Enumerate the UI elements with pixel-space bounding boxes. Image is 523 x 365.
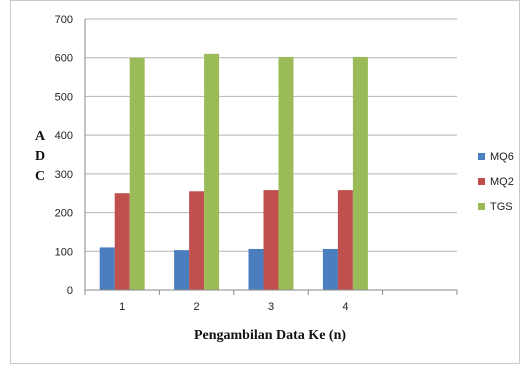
bar-tgs xyxy=(278,56,294,290)
y-tick-label: 100 xyxy=(55,246,73,258)
legend: MQ6 MQ2 TGS xyxy=(478,151,514,213)
x-axis xyxy=(84,289,458,295)
bar-mq6 xyxy=(322,248,338,290)
x-tick-label: 1 xyxy=(119,301,125,313)
y-tick-label: 0 xyxy=(67,285,73,297)
bar-mq6 xyxy=(174,250,190,290)
bar-tgs xyxy=(352,56,368,290)
bar-tgs xyxy=(204,53,220,290)
y-tick-labels: 0 100 200 300 400 500 600 700 xyxy=(55,14,73,297)
y-axis-title-letter: C xyxy=(35,169,45,184)
legend-label-mq2: MQ2 xyxy=(490,176,514,188)
bar-mq2 xyxy=(337,190,353,290)
legend-label-tgs: TGS xyxy=(490,201,513,213)
x-tick-label: 3 xyxy=(268,301,274,313)
y-tick-label: 600 xyxy=(55,53,73,65)
y-tick-label: 700 xyxy=(55,14,73,26)
legend-swatch-mq6 xyxy=(478,153,485,160)
bar-mq6 xyxy=(99,247,115,290)
legend-label-mq6: MQ6 xyxy=(490,151,514,163)
bar-mq2 xyxy=(263,190,279,290)
x-tick-label: 2 xyxy=(194,301,200,313)
y-tick-label: 300 xyxy=(55,169,73,181)
y-axis-title-letter: A xyxy=(35,129,46,144)
bar-mq6 xyxy=(248,248,264,290)
x-tick-labels: 1 2 3 4 xyxy=(119,301,348,313)
bar-mq2 xyxy=(114,193,130,290)
y-tick-label: 500 xyxy=(55,91,73,103)
bar-tgs xyxy=(129,57,145,290)
y-tick-label: 200 xyxy=(55,208,73,220)
bars xyxy=(99,53,368,290)
y-tick-label: 400 xyxy=(55,130,73,142)
bar-mq2 xyxy=(189,191,205,290)
x-axis-title: Pengambilan Data Ke (n) xyxy=(194,328,346,343)
legend-swatch-mq2 xyxy=(478,178,485,185)
legend-swatch-tgs xyxy=(478,203,485,210)
chart-frame xyxy=(10,0,520,364)
y-axis-title-letter: D xyxy=(35,149,45,164)
x-tick-label: 4 xyxy=(342,301,348,313)
